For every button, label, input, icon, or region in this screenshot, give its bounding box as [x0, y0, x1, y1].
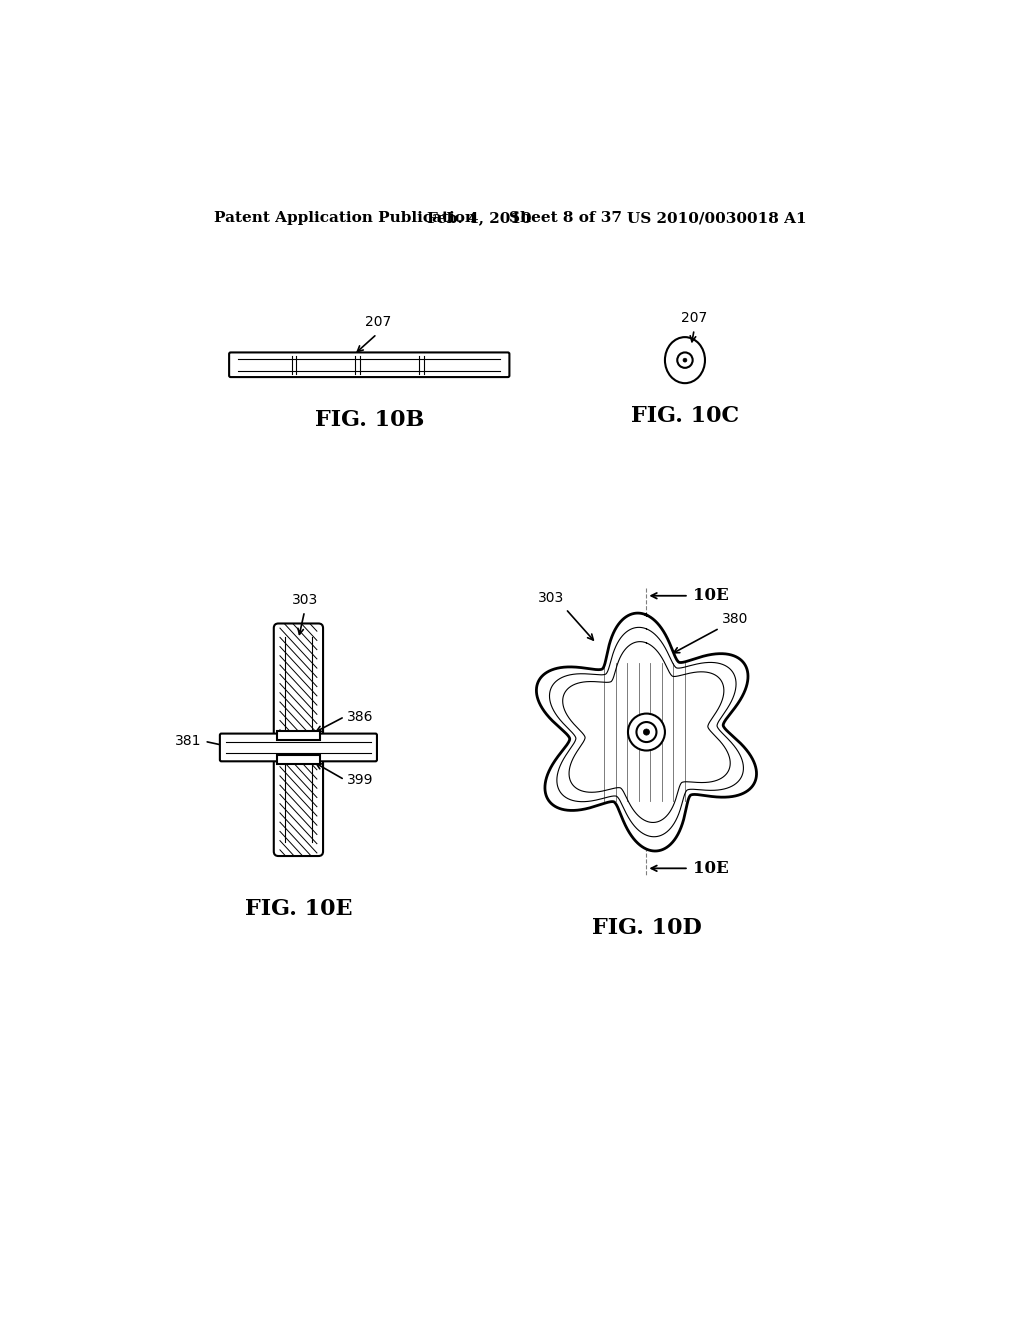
Text: 207: 207 — [366, 315, 391, 330]
Text: US 2010/0030018 A1: US 2010/0030018 A1 — [628, 211, 807, 226]
Circle shape — [637, 722, 656, 742]
Text: 207: 207 — [681, 310, 708, 325]
Circle shape — [677, 352, 692, 368]
Text: 381: 381 — [175, 734, 202, 748]
Bar — [278, 730, 319, 739]
Circle shape — [683, 358, 687, 362]
Circle shape — [591, 677, 701, 788]
Text: Feb. 4, 2010: Feb. 4, 2010 — [427, 211, 531, 226]
Text: FIG. 10E: FIG. 10E — [245, 898, 352, 920]
Circle shape — [628, 714, 665, 751]
Text: FIG. 10C: FIG. 10C — [631, 404, 739, 426]
Text: 303: 303 — [538, 591, 564, 605]
FancyBboxPatch shape — [229, 352, 509, 378]
Text: 10E: 10E — [692, 587, 728, 605]
FancyBboxPatch shape — [220, 734, 377, 762]
Circle shape — [643, 729, 649, 735]
FancyBboxPatch shape — [273, 623, 323, 855]
Text: 380: 380 — [722, 611, 749, 626]
Bar — [278, 755, 319, 764]
Text: 386: 386 — [347, 710, 374, 723]
Ellipse shape — [665, 337, 705, 383]
Text: FIG. 10B: FIG. 10B — [314, 409, 424, 432]
Text: 303: 303 — [292, 593, 317, 607]
Polygon shape — [537, 612, 757, 851]
Text: 10E: 10E — [692, 859, 728, 876]
Text: Patent Application Publication: Patent Application Publication — [214, 211, 476, 226]
Text: 399: 399 — [347, 772, 374, 787]
Text: Sheet 8 of 37: Sheet 8 of 37 — [509, 211, 623, 226]
Text: FIG. 10D: FIG. 10D — [592, 917, 701, 940]
